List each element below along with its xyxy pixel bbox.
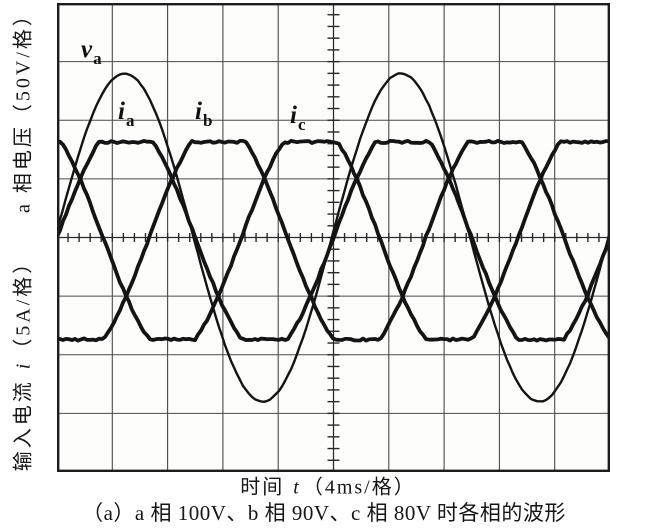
curve-label-ib: ib [195, 98, 212, 129]
curve-label-ic-main: i [290, 102, 297, 129]
x-axis-label-time: 时间 t （4ms/格） [240, 471, 415, 500]
curve-label-ib-main: i [195, 98, 202, 125]
oscilloscope-screen [57, 3, 610, 472]
figure-caption: （a）a 相 100V、b 相 90V、c 相 80V 时各相的波形 [82, 501, 566, 525]
curve-label-ib-sub: b [202, 111, 213, 130]
x-axis-time-text: 时间 [240, 476, 292, 499]
y-axis-current-text: 输入电流 [12, 371, 35, 472]
curve-label-va: va [81, 36, 102, 67]
time-variable-t: t [293, 476, 301, 499]
y-axis-current-units: （5A/格） [12, 250, 35, 359]
curve-label-va-sub: a [93, 49, 102, 68]
y-axis-label-current: 输入电流 i（5A/格） [7, 251, 36, 472]
curve-label-ia-sub: a [125, 111, 135, 130]
curve-label-ia-main: i [118, 98, 125, 125]
y-axis-label-voltage: a 相电压（50V/格） [12, 3, 35, 213]
curve-label-ic: ic [290, 102, 306, 133]
x-axis-time-units: （4ms/格） [302, 476, 416, 499]
curve-label-ia: ia [118, 98, 134, 129]
curve-label-ic-sub: c [297, 115, 306, 134]
curve-label-va-main: v [81, 36, 93, 63]
current-variable-i: i [12, 360, 35, 370]
